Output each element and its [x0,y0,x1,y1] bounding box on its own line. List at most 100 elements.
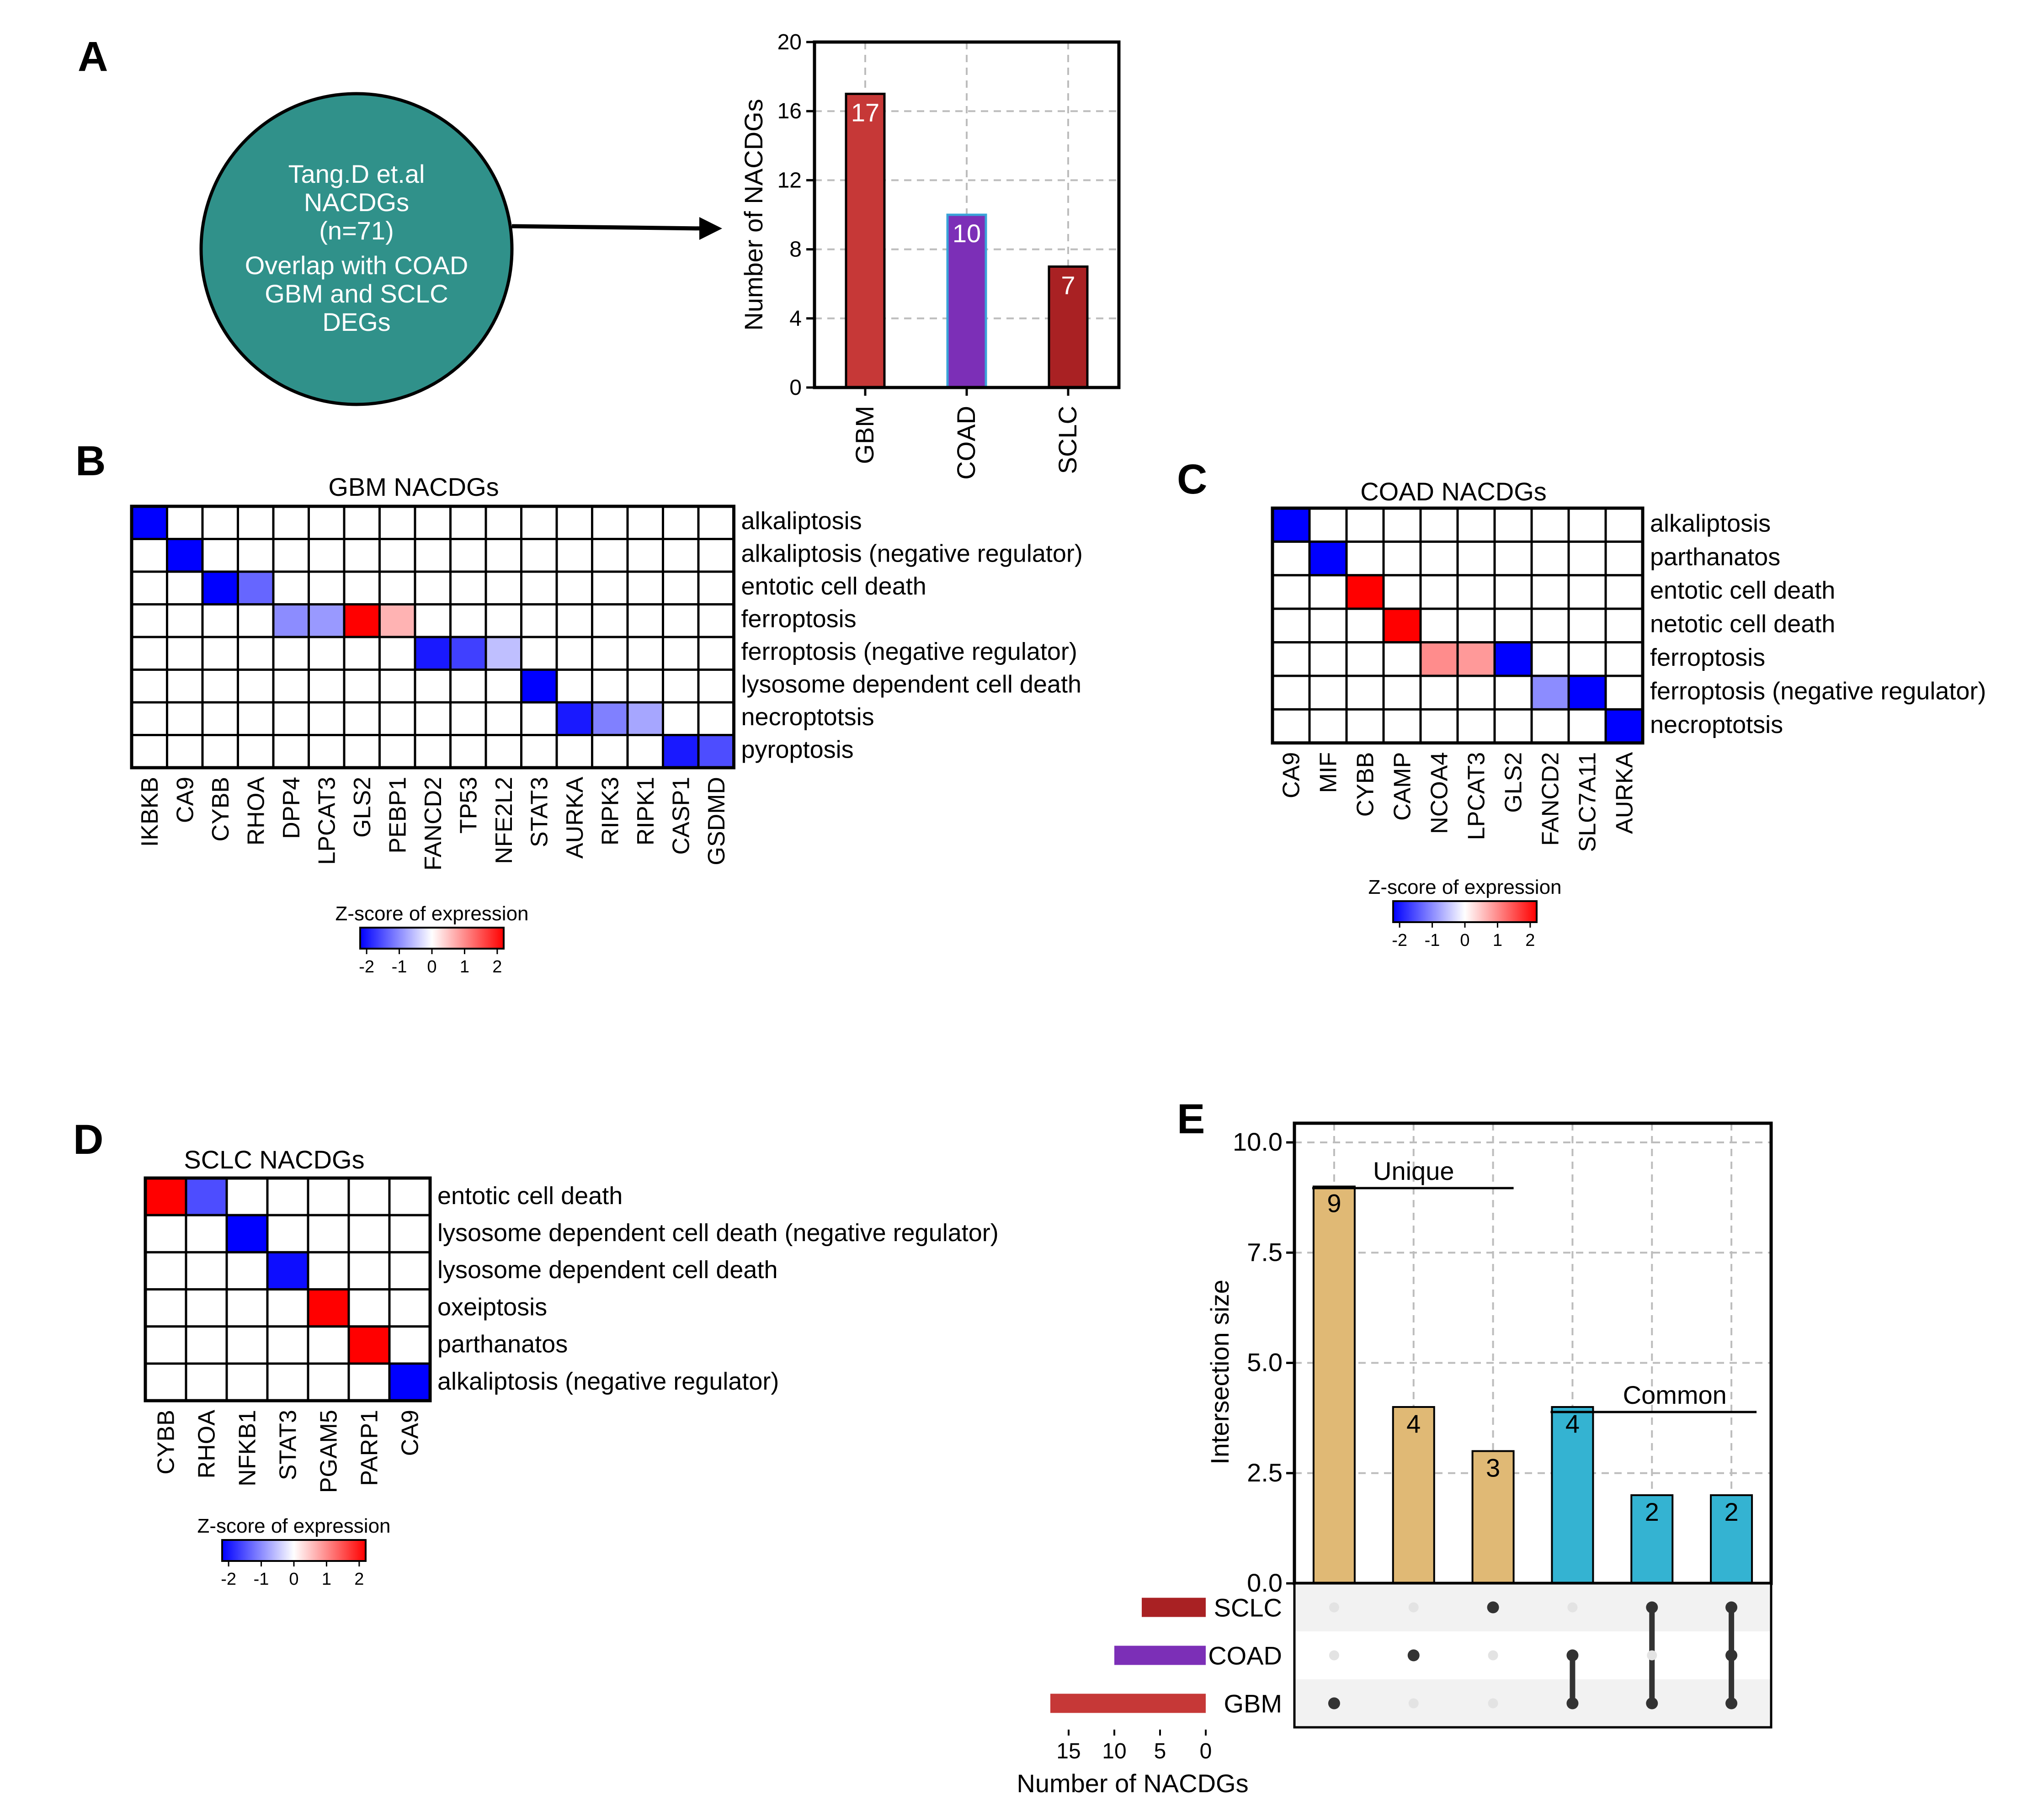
heatmap-cell [144,1288,187,1328]
heatmap-cell [166,734,204,769]
heatmap-cell [266,1325,309,1365]
y-tick-label: 20 [777,30,802,54]
plot-frame [1293,1121,1773,1585]
column-label: NFE2L2 [491,777,517,864]
heatmap-cell [662,701,700,736]
heatmap-cell [626,538,664,573]
legend-colorbar [221,1539,367,1562]
heatmap-cell [1530,641,1570,677]
heatmap-cell [166,538,204,573]
circle-line-1: Tang.D et.al [288,159,425,188]
heatmap-cell [1382,507,1422,543]
heatmap-cell [591,538,629,573]
y-tick-label: 7.5 [1247,1237,1283,1266]
heatmap-cell [449,538,487,573]
legend-tick-label: 1 [1493,931,1502,950]
heatmap-cell [272,701,310,736]
column-label: CASP1 [668,777,694,855]
heatmap-cell [378,538,416,573]
heatmap-cell [1345,574,1385,610]
heatmap-cell [237,538,275,573]
circle-line-3: (n=71) [319,216,394,245]
intersection-value-label: 4 [1406,1409,1421,1438]
heatmap-cell [1271,641,1311,677]
column-label: LPCAT3 [314,777,340,865]
circle-line-6: DEGs [322,308,390,336]
heatmap-cell [307,1362,350,1402]
set-size-bar [1114,1646,1206,1665]
heatmap-cell [144,1325,187,1365]
legend-title: Z-score of expression [1368,876,1561,898]
circle-line-2: NACDGs [304,188,409,217]
heatmap-cell [449,636,487,671]
heatmap-cell [378,636,416,671]
column-label: NCOA4 [1427,752,1453,834]
matrix-dot [1567,1602,1578,1613]
heatmap-cell [308,505,346,540]
heatmap-cell [449,669,487,704]
heatmap-cell [1456,708,1496,744]
matrix-dot [1725,1649,1738,1662]
intersection-bar [1551,1406,1594,1584]
heatmap-cell [626,570,664,605]
set-label: COAD [1208,1641,1282,1670]
heatmap-cell [555,701,593,736]
heatmap-cell [1567,708,1607,744]
heatmap-cell [1382,708,1422,744]
heatmap-cell [555,570,593,605]
legend-tick-label: 1 [460,957,469,977]
heatmap-cell [201,734,239,769]
heatmap-cell [1382,574,1422,610]
legend-colorbar [359,927,505,950]
column-label: IKBKB [137,777,163,847]
heatmap-cell [591,570,629,605]
heatmap-cell [662,669,700,704]
heatmap-cell [166,701,204,736]
heatmap-cell [1604,674,1644,711]
row-label: alkaliptosis (negative regulator) [741,540,1083,568]
y-tick-label: 10.0 [1233,1127,1283,1156]
matrix-dot [1487,1601,1499,1614]
heatmap-cell [697,669,735,704]
heatmap-cell [343,734,381,769]
y-tick-label: 0 [789,376,802,400]
heatmap-cell [130,701,168,736]
heatmap-cell [520,636,558,671]
heatmap-cell [1419,574,1459,610]
heatmap-cell [1567,507,1607,543]
heatmap-cell [449,570,487,605]
heatmap-cell [1419,607,1459,644]
y-tick-label: 5.0 [1247,1348,1283,1377]
heatmap-cell [1345,507,1385,543]
row-label: netotic cell death [1650,611,1835,638]
heatmap-cell [388,1362,431,1402]
legend-colorbar [1392,900,1538,923]
panel-label-d: D [73,1116,103,1163]
heatmap-cell [1308,574,1348,610]
heatmap-cell [308,669,346,704]
heatmap-cell [484,570,522,605]
set-x-tick-label: 0 [1200,1739,1212,1763]
heatmap-cell [343,603,381,638]
heatmap-cell [626,505,664,540]
matrix-dot [1408,1698,1419,1709]
matrix-dot [1566,1697,1579,1709]
heatmap-cell [144,1214,187,1253]
heatmap-cell [266,1177,309,1216]
y-tick-label: 16 [777,99,802,123]
heatmap-cell [697,603,735,638]
heatmap-cell [697,570,735,605]
heatmap-cell [1345,607,1385,644]
heatmap-cell [1271,708,1311,744]
column-label: DPP4 [278,777,305,839]
heatmap-cell [272,570,310,605]
legend-tick-label: 2 [1525,931,1535,950]
row-label: alkaliptosis [741,507,862,535]
heatmap-cell [1604,540,1644,577]
column-label: MIF [1315,752,1342,793]
heatmap-cell [237,701,275,736]
panel-label-b: B [75,438,106,484]
set-label: GBM [1224,1689,1282,1718]
bar-value-label: 7 [1061,271,1075,299]
common-label: Common [1623,1380,1727,1409]
